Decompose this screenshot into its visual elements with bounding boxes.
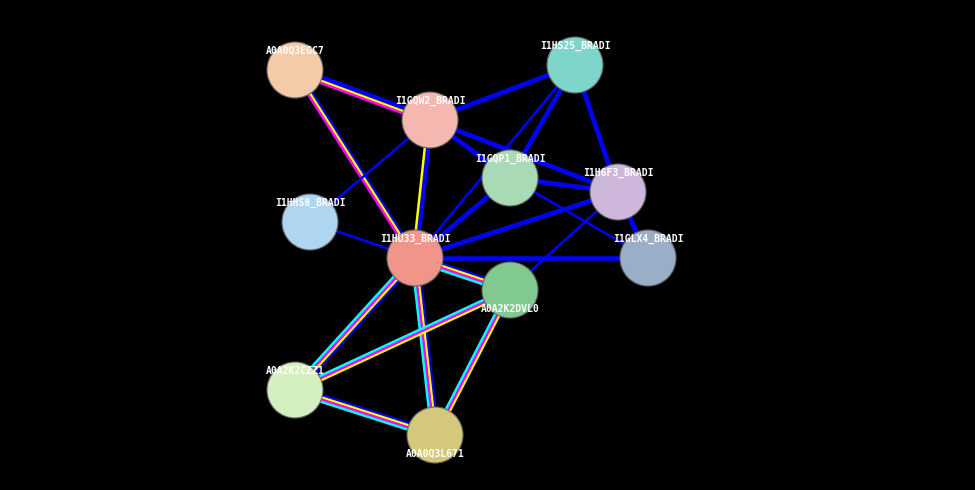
Text: I1GQP1_BRADI: I1GQP1_BRADI bbox=[475, 154, 545, 164]
Text: I1HU33_BRADI: I1HU33_BRADI bbox=[379, 234, 450, 244]
Circle shape bbox=[407, 407, 463, 463]
Text: A0A0Q3EGC7: A0A0Q3EGC7 bbox=[265, 46, 325, 56]
Circle shape bbox=[402, 92, 458, 148]
Text: I1GQW2_BRADI: I1GQW2_BRADI bbox=[395, 96, 465, 106]
Text: I1GLX4_BRADI: I1GLX4_BRADI bbox=[612, 234, 683, 244]
Circle shape bbox=[482, 150, 538, 206]
Circle shape bbox=[282, 194, 338, 250]
Circle shape bbox=[267, 42, 323, 98]
Circle shape bbox=[482, 262, 538, 318]
Text: A0A2K2CZZ1: A0A2K2CZZ1 bbox=[265, 366, 325, 376]
Text: A0A0Q3L671: A0A0Q3L671 bbox=[406, 449, 464, 459]
Circle shape bbox=[387, 230, 443, 286]
Circle shape bbox=[590, 164, 646, 220]
Circle shape bbox=[620, 230, 676, 286]
Text: I1HHS8_BRADI: I1HHS8_BRADI bbox=[275, 198, 345, 208]
Circle shape bbox=[267, 362, 323, 418]
Text: I1HS25_BRADI: I1HS25_BRADI bbox=[540, 41, 610, 51]
Text: I1H6F3_BRADI: I1H6F3_BRADI bbox=[583, 168, 653, 178]
Text: A0A2K2DVL0: A0A2K2DVL0 bbox=[481, 304, 539, 314]
Circle shape bbox=[547, 37, 603, 93]
